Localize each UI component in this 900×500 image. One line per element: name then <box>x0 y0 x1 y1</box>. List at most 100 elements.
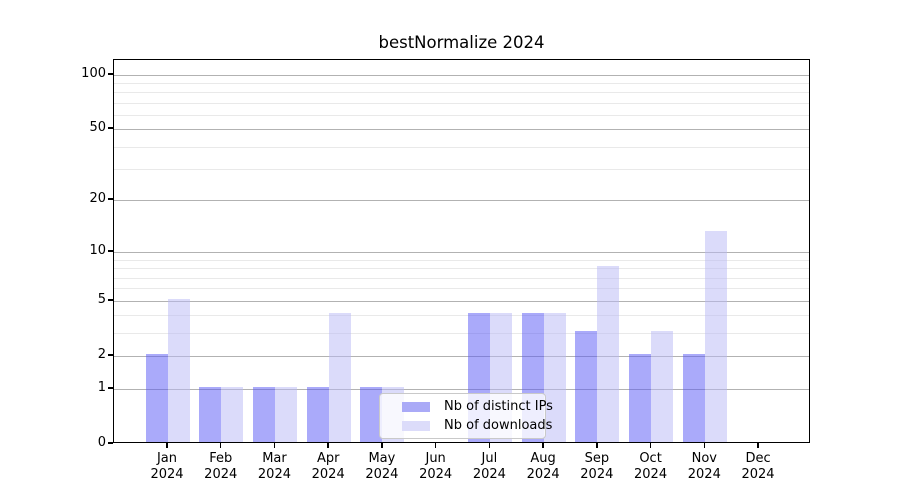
x-tick-year: 2024 <box>526 466 560 482</box>
x-tick-year: 2024 <box>204 466 238 482</box>
y-tick-label-0: 0 <box>97 435 106 450</box>
x-tick-mark-aug <box>542 443 544 448</box>
gridline-major-50 <box>114 129 809 130</box>
x-tick-mark-sep <box>596 443 598 448</box>
x-tick-label-mar: Mar 2024 <box>242 451 306 482</box>
legend-label: Nb of downloads <box>444 418 553 433</box>
x-tick-month: Jul <box>481 451 498 466</box>
x-tick-year: 2024 <box>634 466 668 482</box>
x-tick-month: Aug <box>530 451 556 466</box>
x-tick-year: 2024 <box>687 466 721 482</box>
x-tick-label-nov: Nov 2024 <box>672 451 736 482</box>
x-tick-year: 2024 <box>741 466 775 482</box>
gridline-major-1 <box>114 389 809 390</box>
y-tick-mark-1 <box>108 387 113 389</box>
gridline-minor-8 <box>114 268 809 269</box>
bar-nov-downloads <box>704 231 727 442</box>
bar-aug-downloads <box>543 313 566 442</box>
bar-jan-distinct-ips <box>145 354 168 442</box>
gridline-minor-40 <box>114 147 809 148</box>
x-tick-month: Jan <box>156 451 178 466</box>
bar-oct-downloads <box>651 331 674 442</box>
legend-item: Nb of downloads <box>402 418 552 433</box>
gridline-major-5 <box>114 301 809 302</box>
y-tick-label-2: 2 <box>97 347 106 362</box>
legend-label: Nb of distinct IPs <box>444 399 553 414</box>
x-tick-year: 2024 <box>365 466 399 482</box>
bar-nov-distinct-ips <box>682 354 705 442</box>
bar-mar-distinct-ips <box>252 387 275 442</box>
gridline-minor-80 <box>114 92 809 93</box>
bar-mar-downloads <box>274 387 297 442</box>
y-tick-label-100: 100 <box>81 66 106 81</box>
x-tick-label-jan: Jan 2024 <box>135 451 199 482</box>
legend-item: Nb of distinct IPs <box>402 399 553 414</box>
y-tick-mark-0 <box>108 442 113 444</box>
legend-swatch-distinct-ips <box>402 401 430 412</box>
bar-feb-distinct-ips <box>199 387 222 442</box>
x-tick-mark-oct <box>649 443 652 448</box>
x-tick-year: 2024 <box>580 466 614 482</box>
gridline-major-2 <box>114 356 809 357</box>
x-tick-label-apr: Apr 2024 <box>296 451 360 482</box>
gridline-minor-70 <box>114 103 809 104</box>
x-tick-label-aug: Aug 2024 <box>511 451 575 482</box>
y-tick-mark-50 <box>108 127 113 129</box>
x-tick-mark-jan <box>166 443 168 448</box>
bar-apr-distinct-ips <box>306 387 329 442</box>
x-tick-label-oct: Oct 2024 <box>619 451 683 482</box>
x-tick-month: Oct <box>639 451 662 466</box>
y-tick-label-5: 5 <box>97 292 106 307</box>
x-tick-label-dec: Dec 2024 <box>726 451 790 482</box>
x-tick-mark-dec <box>757 443 759 448</box>
y-tick-mark-5 <box>108 299 113 301</box>
bar-sep-distinct-ips <box>575 331 598 442</box>
gridline-minor-6 <box>114 288 809 289</box>
x-tick-year: 2024 <box>257 466 291 482</box>
x-tick-mark-mar <box>273 443 276 448</box>
bar-sep-downloads <box>597 266 620 442</box>
bar-jan-downloads <box>167 299 190 442</box>
y-tick-mark-2 <box>108 354 113 356</box>
x-tick-month: Sep <box>584 451 610 466</box>
x-tick-label-jun: Jun 2024 <box>404 451 468 482</box>
x-tick-year: 2024 <box>311 466 345 482</box>
gridline-major-20 <box>114 200 809 201</box>
x-tick-mark-apr <box>327 443 329 448</box>
x-tick-mark-may <box>381 443 383 448</box>
gridline-minor-7 <box>114 278 809 279</box>
x-tick-year: 2024 <box>472 466 506 482</box>
plot-area: Nb of distinct IPs Nb of downloads <box>113 59 810 443</box>
gridline-minor-30 <box>114 169 809 170</box>
x-tick-mark-jun <box>434 443 437 448</box>
gridline-minor-90 <box>114 83 809 84</box>
x-tick-label-sep: Sep 2024 <box>565 451 629 482</box>
x-tick-month: Feb <box>209 451 233 466</box>
y-tick-mark-20 <box>108 198 113 200</box>
x-tick-month: Apr <box>316 451 340 466</box>
x-tick-month: Nov <box>691 451 717 466</box>
bar-may-distinct-ips <box>360 387 383 442</box>
x-tick-mark-nov <box>703 443 706 448</box>
y-tick-mark-10 <box>108 250 113 252</box>
bar-apr-downloads <box>328 313 351 442</box>
y-tick-label-50: 50 <box>89 120 106 135</box>
x-tick-month: Mar <box>262 451 287 466</box>
x-tick-month: May <box>368 451 396 466</box>
x-tick-mark-feb <box>219 443 222 448</box>
x-tick-label-may: May 2024 <box>350 451 414 482</box>
x-tick-mark-jul <box>488 443 491 448</box>
gridline-minor-3 <box>114 333 809 334</box>
chart-title: bestNormalize 2024 <box>378 33 545 52</box>
bar-oct-distinct-ips <box>629 354 652 442</box>
x-tick-year: 2024 <box>419 466 453 482</box>
bar-feb-downloads <box>221 387 244 442</box>
x-tick-label-feb: Feb 2024 <box>189 451 253 482</box>
y-tick-label-1: 1 <box>97 380 106 395</box>
gridline-major-100 <box>114 75 809 76</box>
x-tick-label-jul: Jul 2024 <box>457 451 521 482</box>
legend: Nb of distinct IPs Nb of downloads <box>379 393 553 439</box>
gridline-minor-60 <box>114 115 809 116</box>
x-tick-month: Jun <box>425 451 446 466</box>
y-tick-mark-100 <box>108 73 113 75</box>
